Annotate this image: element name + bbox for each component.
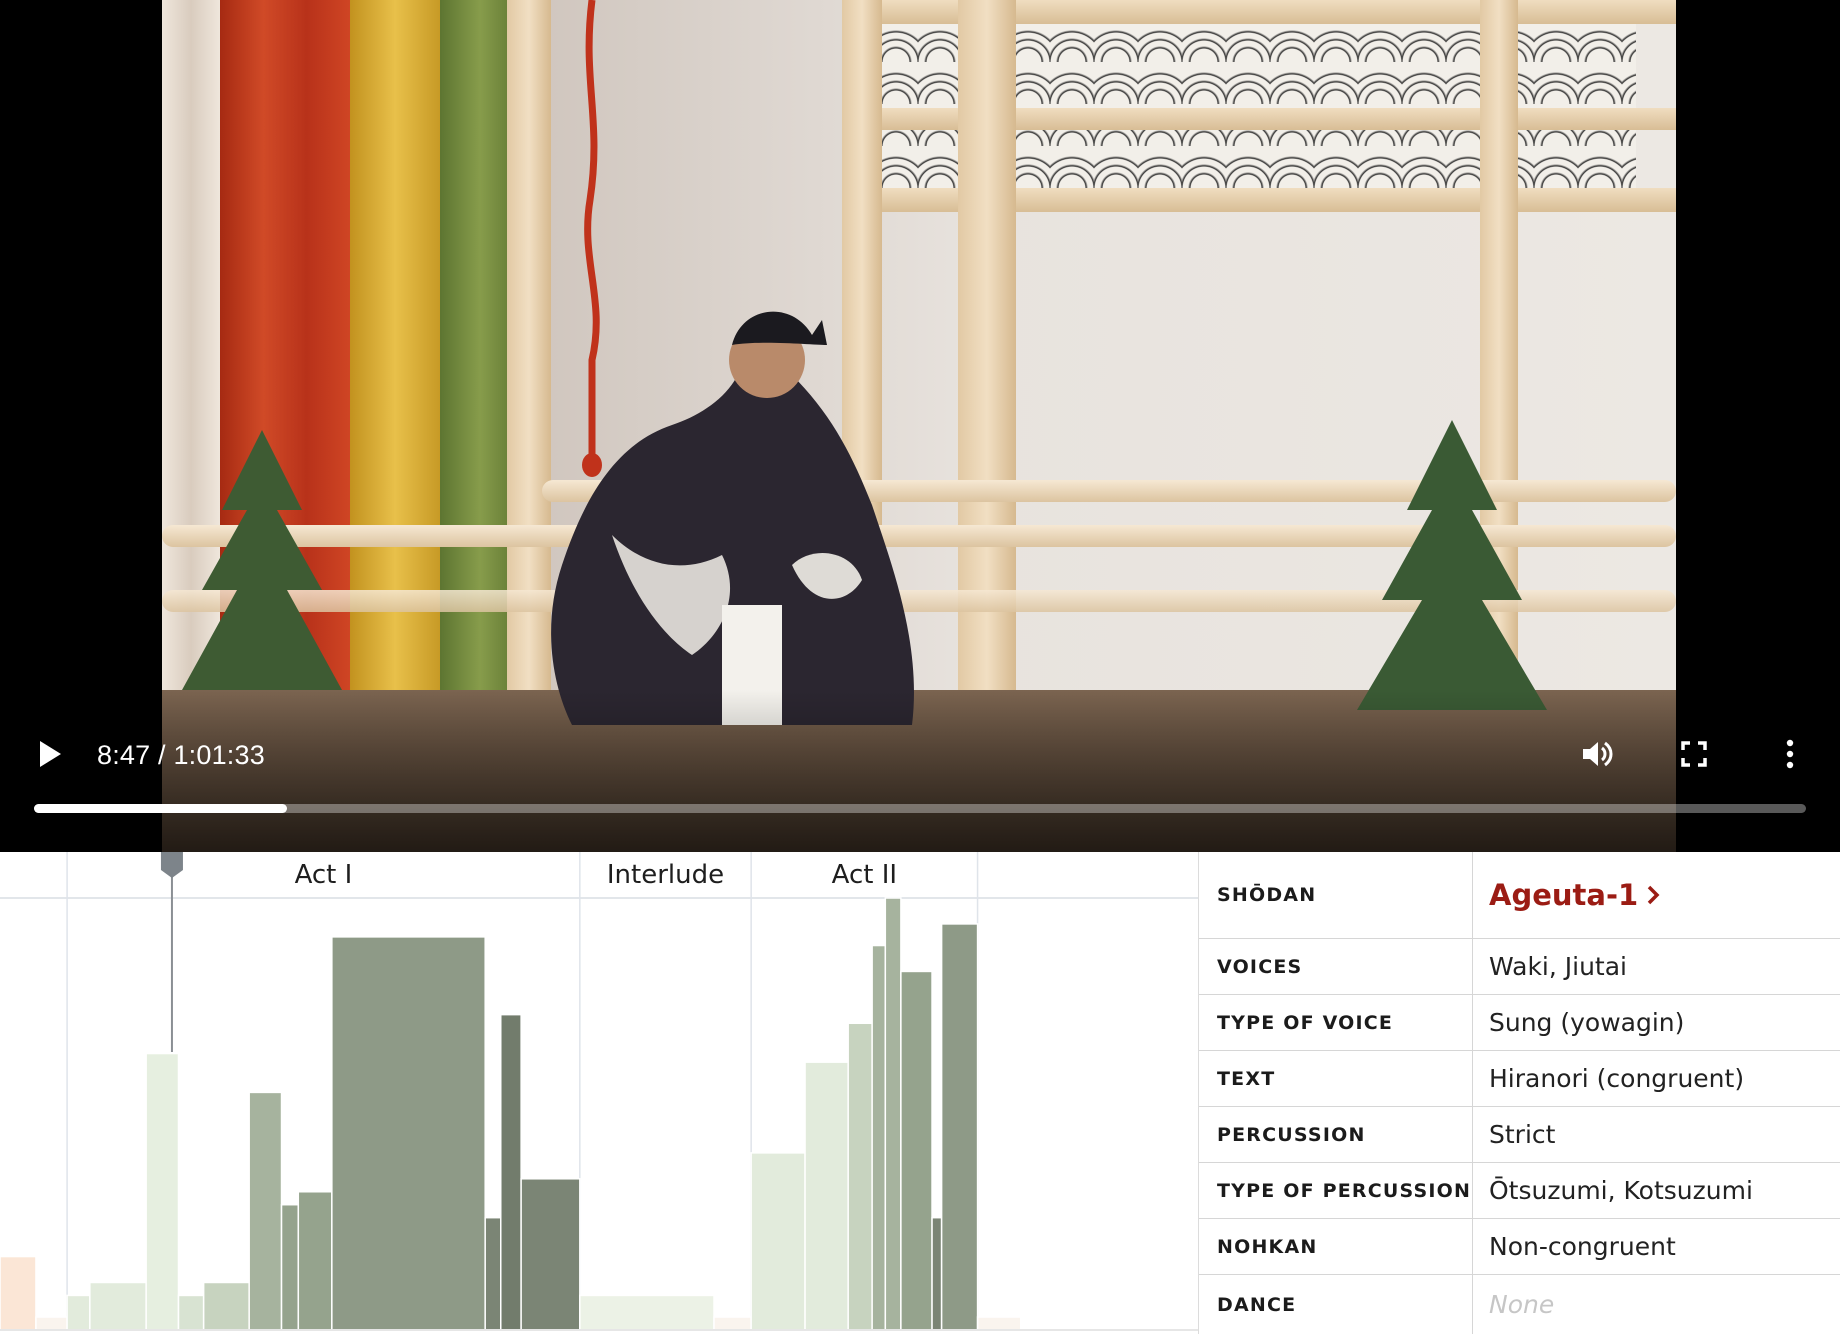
red-cord [582, 0, 602, 477]
info-value: None [1489, 1290, 1555, 1319]
timeline-bar[interactable] [884, 897, 902, 1331]
playhead-marker[interactable] [160, 852, 183, 878]
info-key: SHŌDAN [1199, 852, 1473, 938]
info-key: VOICES [1199, 939, 1473, 994]
rail-bottom [162, 590, 1676, 612]
chevron-right-icon [1647, 885, 1660, 905]
info-row-nohkan: NOHKAN Non-congruent [1199, 1219, 1840, 1275]
timeline-bar[interactable] [280, 1203, 300, 1331]
play-button[interactable] [30, 732, 70, 776]
timeline-bar[interactable] [520, 1178, 581, 1331]
progress-bar[interactable] [34, 804, 1806, 813]
info-value: Waki, Jiutai [1489, 952, 1627, 981]
info-row-shodan: SHŌDAN Ageuta-1 [1199, 852, 1840, 939]
fullscreen-button[interactable] [1672, 732, 1716, 776]
section-label: Act I [295, 860, 353, 890]
volume-icon [1583, 741, 1613, 767]
section-label: Interlude [607, 860, 724, 890]
info-key: TYPE OF VOICE [1199, 995, 1473, 1050]
info-row-type-of-percussion: TYPE OF PERCUSSION Ōtsuzumi, Kotsuzumi [1199, 1163, 1840, 1219]
timeline-bar[interactable] [976, 1316, 1022, 1331]
info-key: PERCUSSION [1199, 1107, 1473, 1162]
timeline-bar[interactable] [248, 1091, 283, 1331]
performer [551, 311, 914, 725]
shodan-info-table: SHŌDAN Ageuta-1 VOICES Waki, Jiutai TYPE… [1198, 852, 1840, 1334]
timeline-bar[interactable] [331, 936, 486, 1331]
info-key: NOHKAN [1199, 1219, 1473, 1274]
timeline-bar[interactable] [900, 970, 933, 1331]
timeline-bar[interactable] [750, 1152, 806, 1331]
post-center [958, 0, 1016, 820]
more-vert-icon [1786, 739, 1794, 769]
info-row-voices: VOICES Waki, Jiutai [1199, 939, 1840, 995]
progress-fill [34, 804, 287, 813]
time-display: 8:47 / 1:01:33 [97, 740, 265, 770]
timeline-bar[interactable] [0, 1255, 37, 1331]
info-value: Hiranori (congruent) [1489, 1064, 1745, 1093]
video-frame[interactable] [162, 0, 1676, 852]
timeline-bar[interactable] [177, 1294, 205, 1331]
controls-overlay [0, 690, 1840, 852]
timeline-bar[interactable] [579, 1294, 715, 1331]
info-row-text: TEXT Hiranori (congruent) [1199, 1051, 1840, 1107]
info-value: Ōtsuzumi, Kotsuzumi [1489, 1176, 1753, 1205]
info-row-percussion: PERCUSSION Strict [1199, 1107, 1840, 1163]
middle-beam [852, 108, 1676, 130]
info-row-dance: DANCE None [1199, 1275, 1840, 1334]
pine-right [1357, 420, 1547, 710]
shodan-link[interactable]: Ageuta-1 [1489, 878, 1660, 912]
post-left [507, 0, 551, 690]
curtain-yellow [350, 0, 440, 720]
timeline-bar[interactable] [66, 1294, 91, 1331]
timeline-bar[interactable] [484, 1216, 502, 1331]
info-key: TYPE OF PERCUSSION [1199, 1163, 1473, 1218]
timeline-bar[interactable] [89, 1281, 147, 1331]
play-icon [40, 741, 61, 767]
timeline-bar[interactable] [297, 1191, 333, 1331]
timeline-bar[interactable] [847, 1022, 873, 1331]
info-key: TEXT [1199, 1051, 1473, 1106]
pine-left [182, 430, 342, 690]
info-key: DANCE [1199, 1275, 1473, 1334]
shodan-link-label: Ageuta-1 [1489, 878, 1639, 912]
timeline-bar[interactable] [804, 1061, 849, 1331]
timeline-bar[interactable] [145, 1052, 180, 1331]
timeline-bar[interactable] [35, 1316, 68, 1331]
timeline-bar[interactable] [202, 1281, 250, 1331]
info-row-type-of-voice: TYPE OF VOICE Sung (yowagin) [1199, 995, 1840, 1051]
info-value: Sung (yowagin) [1489, 1008, 1685, 1037]
fullscreen-icon [1681, 741, 1707, 767]
video-player[interactable]: 8:47 / 1:01:33 [0, 0, 1840, 852]
timeline-bar[interactable] [931, 1216, 943, 1331]
section-label: Act II [832, 860, 897, 890]
info-value: Ageuta-1 [1473, 878, 1660, 912]
more-options-button[interactable] [1770, 732, 1810, 776]
info-value: Non-congruent [1489, 1232, 1676, 1261]
info-value: Strict [1489, 1120, 1556, 1149]
timeline-svg[interactable]: Act I Interlude Act II [0, 852, 1198, 1334]
rail-lower [162, 525, 1676, 547]
timeline-bar[interactable] [500, 1013, 522, 1331]
timeline-bar[interactable] [940, 923, 979, 1331]
timeline-bar[interactable] [871, 944, 887, 1331]
volume-button[interactable] [1576, 732, 1620, 776]
structure-timeline-chart[interactable]: Act I Interlude Act II [0, 852, 1198, 1334]
timeline-bar[interactable] [713, 1316, 752, 1331]
